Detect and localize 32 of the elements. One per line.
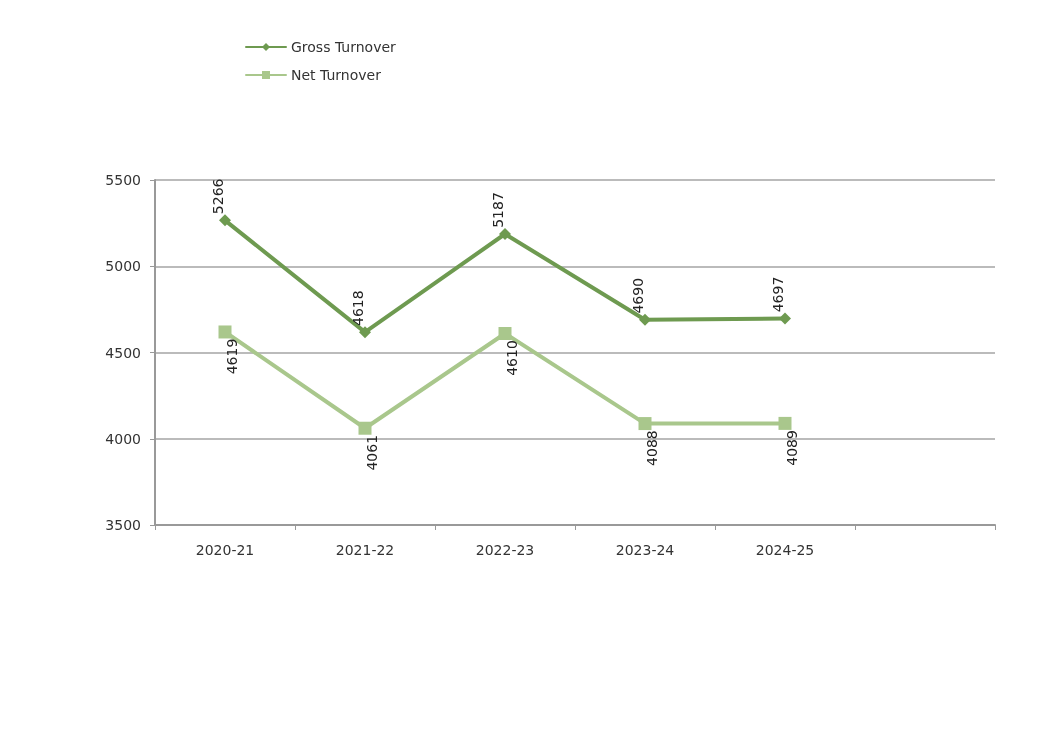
legend-label: Gross Turnover	[291, 39, 397, 55]
data-label: 4061	[364, 434, 380, 471]
data-label: 4690	[630, 277, 646, 314]
point	[779, 312, 791, 325]
point	[219, 214, 231, 227]
point	[499, 227, 511, 240]
x-tick-label: 2022-23	[475, 542, 535, 558]
data-label: 5266	[210, 178, 226, 215]
x-tick-label: 2024-25	[755, 542, 815, 558]
point	[778, 416, 792, 430]
x-tick-label: 2021-22	[335, 542, 395, 558]
point	[359, 326, 371, 339]
point	[639, 313, 651, 326]
y-tick-label: 4000	[105, 430, 141, 447]
y-tick-label: 3500	[105, 517, 141, 533]
data-label: 4618	[350, 290, 366, 326]
y-tick-label: 5500	[105, 172, 141, 188]
point	[218, 325, 232, 339]
legend-label: Net Turnover	[291, 67, 382, 83]
y-tick-label: 5000	[105, 258, 141, 275]
data-label: 4697	[770, 276, 786, 313]
data-label: 4089	[784, 430, 800, 466]
y-tick-label: 4500	[105, 344, 141, 361]
data-label: 4610	[504, 340, 520, 376]
data-label: 4088	[644, 430, 660, 466]
data-label: 5187	[490, 192, 506, 228]
point	[498, 327, 512, 341]
x-tick-label: 2023-24	[615, 542, 675, 558]
x-tick-label: 2020-21	[195, 542, 255, 558]
data-label: 4619	[224, 338, 240, 375]
point	[638, 417, 652, 431]
point	[358, 421, 372, 435]
